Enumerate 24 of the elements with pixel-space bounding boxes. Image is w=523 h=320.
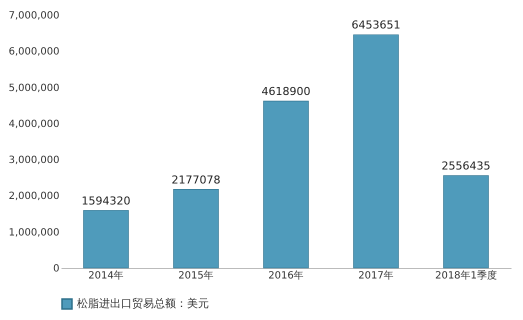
x-tick-label: 2016年 xyxy=(268,270,304,282)
y-tick-label: 4,000,000 xyxy=(8,118,60,130)
bar xyxy=(263,100,309,268)
x-tick-label: 2018年1季度 xyxy=(435,270,497,282)
x-tick-label: 2017年 xyxy=(358,270,394,282)
y-tick-label: 6,000,000 xyxy=(8,46,60,58)
data-label: 1594320 xyxy=(82,194,130,208)
y-tick-label: 7,000,000 xyxy=(8,10,60,22)
y-tick-label: 3,000,000 xyxy=(8,155,60,166)
legend-label: 松脂进出口贸易总额：美元 xyxy=(77,297,209,310)
bar xyxy=(353,34,399,268)
data-label: 4618900 xyxy=(262,85,310,98)
data-label: 2177078 xyxy=(172,173,220,186)
y-tick-label: 1,000,000 xyxy=(8,227,60,238)
x-tick-label: 2015年 xyxy=(178,270,214,282)
x-tick-label: 2014年 xyxy=(88,270,124,282)
y-tick-label: 2,000,000 xyxy=(8,191,60,202)
bar xyxy=(83,210,129,268)
data-label: 2556435 xyxy=(442,160,490,173)
y-tick-label: 5,000,000 xyxy=(8,82,60,94)
data-label: 6453651 xyxy=(352,18,400,32)
y-tick-label: 0 xyxy=(53,264,60,274)
bar xyxy=(173,189,219,268)
bar xyxy=(443,175,489,268)
